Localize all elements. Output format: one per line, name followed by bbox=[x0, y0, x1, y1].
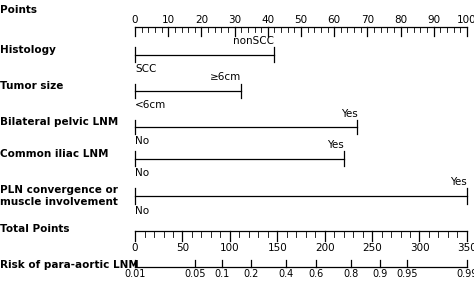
Text: ≥6cm: ≥6cm bbox=[210, 73, 241, 82]
Text: 60: 60 bbox=[328, 16, 341, 25]
Text: Points: Points bbox=[0, 5, 37, 15]
Text: 350: 350 bbox=[457, 243, 474, 253]
Text: 80: 80 bbox=[394, 16, 407, 25]
Text: nonSCC: nonSCC bbox=[234, 36, 274, 46]
Text: Yes: Yes bbox=[328, 140, 344, 150]
Text: 100: 100 bbox=[220, 243, 240, 253]
Text: 0.2: 0.2 bbox=[243, 269, 259, 279]
Text: 10: 10 bbox=[162, 16, 175, 25]
Text: 0.9: 0.9 bbox=[373, 269, 388, 279]
Text: No: No bbox=[135, 206, 149, 216]
Text: 0.95: 0.95 bbox=[397, 269, 418, 279]
Text: 20: 20 bbox=[195, 16, 208, 25]
Text: 0.6: 0.6 bbox=[308, 269, 323, 279]
Text: 0.05: 0.05 bbox=[184, 269, 205, 279]
Text: 0.4: 0.4 bbox=[279, 269, 294, 279]
Text: 150: 150 bbox=[267, 243, 287, 253]
Text: Histology: Histology bbox=[0, 45, 56, 55]
Text: Yes: Yes bbox=[341, 109, 357, 118]
Text: 50: 50 bbox=[176, 243, 189, 253]
Text: 250: 250 bbox=[362, 243, 382, 253]
Text: Risk of para-aortic LNM: Risk of para-aortic LNM bbox=[0, 260, 139, 270]
Text: Bilateral pelvic LNM: Bilateral pelvic LNM bbox=[0, 117, 118, 127]
Text: 90: 90 bbox=[427, 16, 440, 25]
Text: No: No bbox=[135, 136, 149, 146]
Text: 0.01: 0.01 bbox=[124, 269, 146, 279]
Text: 200: 200 bbox=[315, 243, 335, 253]
Text: 40: 40 bbox=[261, 16, 274, 25]
Text: 0: 0 bbox=[132, 243, 138, 253]
Text: 70: 70 bbox=[361, 16, 374, 25]
Text: Tumor size: Tumor size bbox=[0, 81, 64, 91]
Text: 0.99: 0.99 bbox=[456, 269, 474, 279]
Text: PLN convergence or
muscle involvement: PLN convergence or muscle involvement bbox=[0, 185, 118, 207]
Text: 0.1: 0.1 bbox=[214, 269, 229, 279]
Text: Yes: Yes bbox=[450, 177, 467, 187]
Text: 100: 100 bbox=[457, 16, 474, 25]
Text: SCC: SCC bbox=[135, 64, 156, 73]
Text: 30: 30 bbox=[228, 16, 241, 25]
Text: 0.8: 0.8 bbox=[344, 269, 359, 279]
Text: 50: 50 bbox=[294, 16, 308, 25]
Text: <6cm: <6cm bbox=[135, 100, 166, 110]
Text: No: No bbox=[135, 168, 149, 177]
Text: Common iliac LNM: Common iliac LNM bbox=[0, 149, 109, 159]
Text: Total Points: Total Points bbox=[0, 224, 70, 234]
Text: 300: 300 bbox=[410, 243, 429, 253]
Text: 0: 0 bbox=[132, 16, 138, 25]
